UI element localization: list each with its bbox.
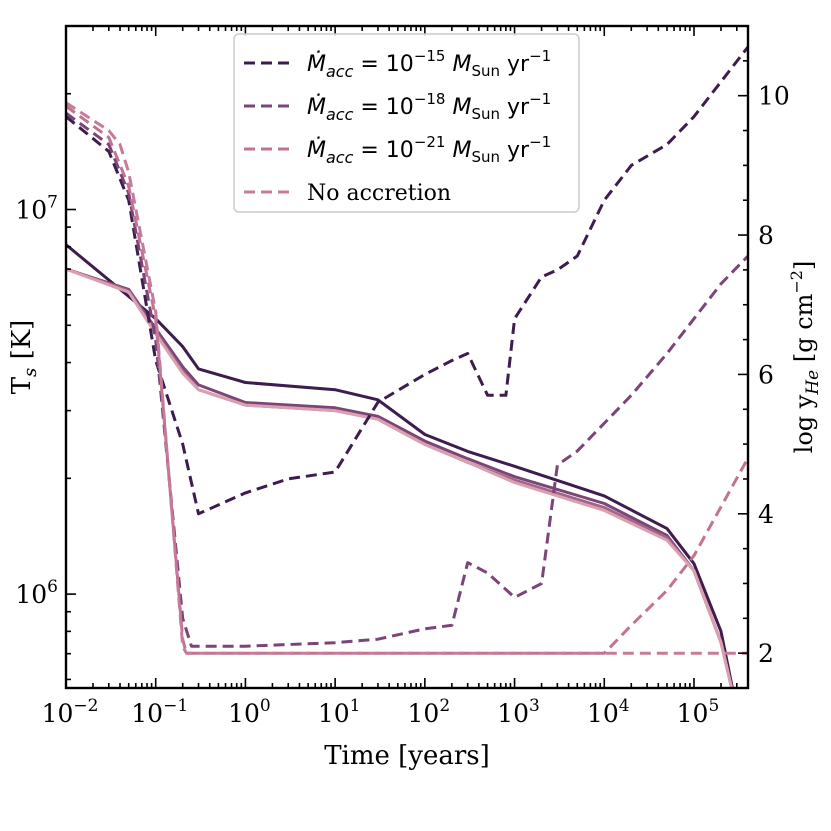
x-tick-label: 104 bbox=[587, 696, 630, 728]
y-left-tick-label: 106 bbox=[15, 577, 58, 609]
x-tick-label: 105 bbox=[677, 696, 720, 728]
legend: Ṁacc = 10−15 MSun yr−1 Ṁacc = 10−18 MSun … bbox=[233, 33, 580, 213]
legend-label: Ṁacc = 10−21 MSun yr−1 bbox=[307, 133, 551, 167]
x-tick-label: 103 bbox=[497, 696, 540, 728]
series-line-1 bbox=[66, 267, 734, 688]
series-line-0 bbox=[66, 243, 734, 688]
x-tick-label: 101 bbox=[318, 696, 361, 728]
tick-layer: 10−2 10−1 100 101 102 103 104 105 106 107 2 4 6 8 10 bbox=[15, 25, 790, 728]
legend-label: Ṁacc = 10−15 MSun yr−1 bbox=[307, 47, 551, 81]
y-right-tick-label: 10 bbox=[758, 82, 790, 111]
x-axis-label: Time [years] bbox=[324, 741, 490, 771]
y-left-tick-label: 107 bbox=[15, 193, 58, 225]
y-right-tick-label: 6 bbox=[758, 360, 774, 389]
y-right-tick-label: 4 bbox=[758, 500, 774, 529]
plot-frame bbox=[64, 24, 750, 690]
legend-label: Ṁacc = 10−18 MSun yr−1 bbox=[307, 90, 551, 124]
series-line-4 bbox=[66, 45, 748, 516]
y-right-tick-label: 2 bbox=[758, 639, 774, 668]
x-tick-label: 102 bbox=[408, 696, 451, 728]
y-axis-right-label: log yHe [g cm−2] bbox=[787, 261, 823, 454]
x-tick-label: 10−1 bbox=[131, 696, 188, 728]
x-tick-label: 100 bbox=[228, 696, 271, 728]
series-line-5 bbox=[66, 111, 748, 648]
x-tick-label: 10−2 bbox=[42, 696, 99, 728]
legend-label: No accretion bbox=[307, 181, 451, 206]
y-right-tick-label: 8 bbox=[758, 221, 774, 250]
series-layer bbox=[66, 45, 748, 688]
y-axis-left-label: Ts [K] bbox=[7, 320, 41, 395]
series-line-3 bbox=[66, 267, 734, 688]
series-line-2 bbox=[66, 267, 734, 688]
legend-box bbox=[233, 33, 580, 213]
